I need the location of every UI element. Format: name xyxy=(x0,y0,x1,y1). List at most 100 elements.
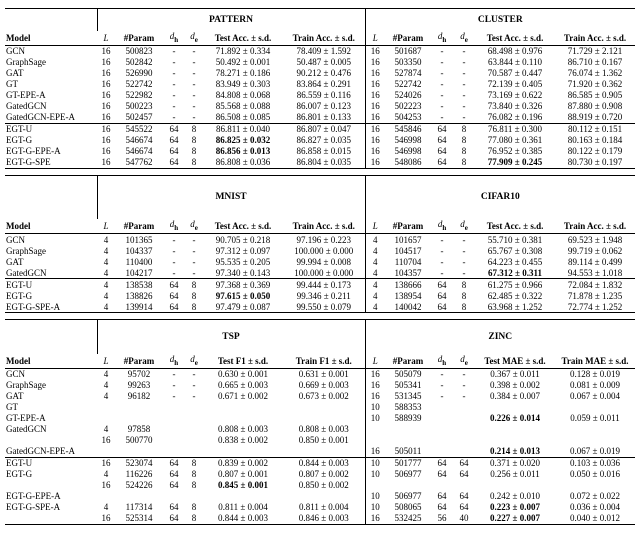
header-subscript: e xyxy=(194,223,198,232)
header-text: Model xyxy=(6,32,31,43)
value-cell: 0.845 ± 0.001 xyxy=(203,480,283,491)
cell-text: 97.479 ± 0.087 xyxy=(215,301,271,312)
data-row: GAT 4 96182 - - 0.671 ± 0.002 0.673 ± 0.002 16 5… xyxy=(5,390,635,402)
cell-text: GT xyxy=(6,79,18,89)
value-cell: 100.000 ± 0.000 xyxy=(283,245,365,256)
data-row: EGT-U 16 545522 64 8 86.811 ± 0.040 86.807 ± 0… xyxy=(5,122,636,135)
cell-text: 0.850 ± 0.001 xyxy=(298,435,349,445)
value-cell: 70.587 ± 0.447 xyxy=(475,68,555,79)
cell-text: - xyxy=(172,267,176,278)
value-cell xyxy=(97,413,115,424)
value-cell xyxy=(163,413,185,424)
data-row: EGT-G-SPE 16 547762 64 8 86.808 ± 0.036 86.804… xyxy=(5,156,636,169)
cell-text: 16 xyxy=(370,112,380,122)
model-name: GatedGCN xyxy=(5,101,97,112)
value-cell: - xyxy=(185,90,203,101)
value-cell: 4 xyxy=(97,502,115,513)
value-cell: 16 xyxy=(97,112,115,124)
value-cell: 10 xyxy=(364,501,385,513)
value-cell: 0.242 ± 0.010 xyxy=(475,491,555,502)
value-cell: 0.850 ± 0.001 xyxy=(283,435,365,446)
cell-text: 16 xyxy=(101,112,111,122)
cell-text: 0.072 ± 0.022 xyxy=(570,491,620,501)
model-name: EGT-G-SPE-A xyxy=(5,301,97,313)
cell-text: GraphSage xyxy=(6,57,46,67)
value-cell xyxy=(185,435,203,446)
value-cell: 0.103 ± 0.036 xyxy=(555,456,636,469)
value-cell: 78.271 ± 0.186 xyxy=(203,68,283,79)
cell-text: 116226 xyxy=(125,469,153,479)
cell-text: 0.669 ± 0.003 xyxy=(298,380,349,390)
cell-text: 0.067 ± 0.004 xyxy=(570,391,620,401)
value-cell: 0.050 ± 0.016 xyxy=(555,469,635,480)
value-cell: 8 xyxy=(453,290,475,301)
cell-text: 502842 xyxy=(125,57,153,67)
value-cell: 94.553 ± 1.018 xyxy=(555,267,635,279)
value-cell: 64 xyxy=(431,469,453,480)
cell-text: - xyxy=(462,101,466,111)
value-cell: 0.844 ± 0.003 xyxy=(283,456,365,469)
value-cell: 8 xyxy=(453,301,476,313)
cell-text: 86.858 ± 0.015 xyxy=(296,146,351,156)
value-cell: 501777 xyxy=(385,456,431,469)
cell-text: 76.082 ± 0.196 xyxy=(487,112,543,122)
data-row: GatedGCN-EPE-A 16 502457 - - 86.508 ± 0.085 86… xyxy=(5,111,635,124)
model-name: GAT xyxy=(5,256,97,267)
cell-text: 86.856 ± 0.013 xyxy=(215,146,271,156)
value-cell xyxy=(115,491,163,502)
value-cell: 89.114 ± 0.499 xyxy=(555,256,635,267)
data-row: GT 16 522742 - - 83.949 ± 0.303 83.864 ± 0.291… xyxy=(5,78,635,90)
cell-text: 588939 xyxy=(394,413,422,423)
value-cell: 84.808 ± 0.068 xyxy=(203,90,283,101)
cell-text: 526990 xyxy=(125,68,153,78)
cell-text: 138666 xyxy=(394,279,422,290)
value-cell: 531345 xyxy=(385,391,431,402)
model-name: EGT-G xyxy=(5,469,97,480)
value-cell: 104517 xyxy=(385,245,431,256)
cell-text: 88.919 ± 0.720 xyxy=(567,112,623,122)
value-cell xyxy=(431,446,453,458)
cell-text: 500823 xyxy=(125,46,153,56)
column-header: dh xyxy=(431,219,454,234)
cell-text: 500770 xyxy=(125,435,153,445)
cell-text: 4 xyxy=(103,391,109,401)
value-cell xyxy=(203,402,283,413)
value-cell: 40 xyxy=(453,512,475,525)
header-text: Test Acc. ± s.d. xyxy=(486,221,544,231)
value-cell: 4 xyxy=(364,278,386,290)
value-cell xyxy=(475,402,555,413)
value-cell: 0.040 ± 0.012 xyxy=(555,512,636,525)
cell-text: 86.508 ± 0.085 xyxy=(215,112,271,122)
cell-text: - xyxy=(440,256,444,267)
data-row: GT-EPE-A 16 522982 - - 84.808 ± 0.068 86.559 ±… xyxy=(5,89,635,101)
column-header: dh xyxy=(163,353,185,369)
value-cell: 80.122 ± 0.179 xyxy=(555,146,635,157)
data-row: GatedGCN 4 104217 - - 97.340 ± 0.143 100.000 ±… xyxy=(5,267,635,279)
value-cell: - xyxy=(453,90,475,101)
value-cell: 16 xyxy=(97,68,115,79)
value-cell: 0.226 ± 0.014 xyxy=(475,413,555,424)
column-header: Train Acc. ± s.d. xyxy=(555,30,636,46)
data-row: GraphSage 4 104337 - - 97.312 ± 0.097 100.000 … xyxy=(5,245,635,256)
value-cell: - xyxy=(453,245,475,256)
data-row: EGT-G 4 138826 64 8 97.615 ± 0.050 99.346 ± 0.… xyxy=(5,290,635,301)
cell-text: 0.067 ± 0.019 xyxy=(570,446,620,456)
value-cell: 16 xyxy=(364,379,385,391)
cell-text: 16 xyxy=(370,369,380,379)
cell-text: 0.807 ± 0.001 xyxy=(218,469,268,479)
column-header: #Param xyxy=(115,353,163,369)
value-cell: 548086 xyxy=(385,156,432,169)
value-cell: 0.673 ± 0.002 xyxy=(283,391,365,402)
value-cell xyxy=(283,446,365,458)
cell-text: 16 xyxy=(370,68,380,78)
cell-text: 505011 xyxy=(394,446,422,456)
value-cell: 50.492 ± 0.001 xyxy=(203,57,283,68)
cell-text: 140042 xyxy=(394,301,422,312)
cell-text: 80.112 ± 0.151 xyxy=(567,124,623,134)
cell-text: 8 xyxy=(191,458,197,468)
value-cell: 0.371 ± 0.020 xyxy=(475,456,555,469)
cell-text: 501687 xyxy=(394,46,422,56)
value-cell xyxy=(364,434,385,446)
cell-text: 0.844 ± 0.003 xyxy=(218,513,268,523)
header-symbol: d xyxy=(190,353,195,364)
